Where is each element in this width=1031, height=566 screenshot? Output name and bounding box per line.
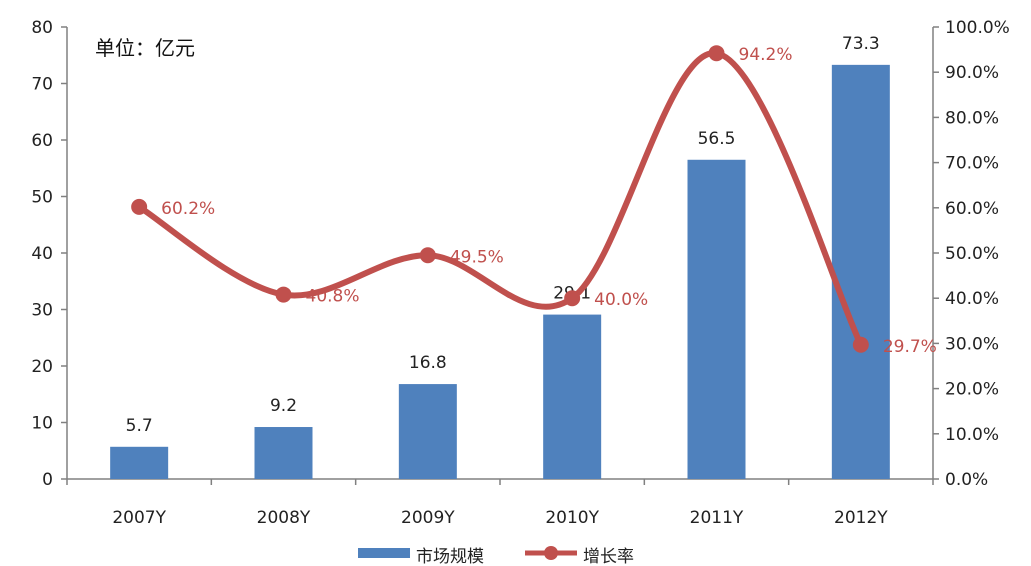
right-tick-label: 20.0% xyxy=(945,380,999,400)
bar-value-label: 9.2 xyxy=(270,396,297,416)
left-axis: 0 10 20 30 40 50 60 70 80 xyxy=(31,18,68,490)
line-value-label: 29.7% xyxy=(883,337,937,357)
right-tick-label: 60.0% xyxy=(945,199,999,219)
x-tick-label: 2008Y xyxy=(257,508,311,528)
legend-bar-label: 市场规模 xyxy=(416,547,484,566)
legend-line-label: 增长率 xyxy=(583,547,634,566)
bar-value-label: 56.5 xyxy=(698,129,736,149)
x-tick-label: 2010Y xyxy=(545,508,599,528)
left-tick-label: 30 xyxy=(31,301,53,321)
bar xyxy=(831,64,890,479)
line-value-label: 94.2% xyxy=(739,45,793,65)
line-value-label: 40.8% xyxy=(306,287,360,307)
line-path xyxy=(137,50,864,347)
left-tick-label: 40 xyxy=(31,244,53,264)
x-axis: 2007Y 2008Y 2009Y 2010Y 2011Y 2012Y xyxy=(66,478,934,528)
x-tick-label: 2011Y xyxy=(690,508,744,528)
legend-line-marker xyxy=(544,546,558,560)
right-tick-label: 40.0% xyxy=(945,289,999,309)
right-tick-label: 100.0% xyxy=(945,18,1010,38)
line-value-label: 60.2% xyxy=(161,199,215,219)
unit-note: 单位：亿元 xyxy=(95,36,195,60)
bar-value-label: 16.8 xyxy=(409,353,447,373)
line-point xyxy=(275,286,292,303)
bar xyxy=(254,427,313,479)
x-tick-label: 2007Y xyxy=(112,508,166,528)
right-tick-label: 30.0% xyxy=(945,334,999,354)
bar-value-label: 73.3 xyxy=(842,34,880,54)
right-tick-label: 90.0% xyxy=(945,63,999,83)
line-series: 60.2% 40.8% 49.5% 40.0% 94.2% 29.7% xyxy=(131,45,937,357)
right-axis: 0.0% 10.0% 20.0% 30.0% 40.0% 50.0% 60.0% 70.0% 8… xyxy=(932,18,1010,490)
bar xyxy=(398,384,457,479)
bar-value-label: 5.7 xyxy=(126,416,153,436)
line-value-label: 40.0% xyxy=(594,290,648,310)
line-point xyxy=(708,45,725,62)
left-tick-label: 20 xyxy=(31,357,53,377)
bar xyxy=(687,159,746,479)
line-point xyxy=(419,247,436,264)
right-tick-label: 50.0% xyxy=(945,244,999,264)
right-tick-label: 80.0% xyxy=(945,108,999,128)
bar-series: 5.79.216.829.156.573.3 xyxy=(110,34,890,479)
left-tick-label: 80 xyxy=(31,18,53,38)
left-tick-label: 10 xyxy=(31,414,53,434)
right-tick-label: 0.0% xyxy=(945,470,988,490)
left-tick-label: 70 xyxy=(31,75,53,95)
legend-bar-swatch xyxy=(358,548,410,558)
x-tick-label: 2012Y xyxy=(834,508,888,528)
x-tick-label: 2009Y xyxy=(401,508,455,528)
line-point xyxy=(852,336,869,353)
right-tick-label: 10.0% xyxy=(945,425,999,445)
bar xyxy=(110,446,169,479)
line-point xyxy=(131,198,148,215)
left-tick-label: 50 xyxy=(31,188,53,208)
line-point xyxy=(564,290,581,307)
line-value-label: 49.5% xyxy=(450,247,504,267)
left-tick-label: 60 xyxy=(31,131,53,151)
right-tick-label: 70.0% xyxy=(945,154,999,174)
bar xyxy=(543,314,602,479)
left-tick-label: 0 xyxy=(42,470,53,490)
legend: 市场规模 增长率 xyxy=(358,546,634,566)
